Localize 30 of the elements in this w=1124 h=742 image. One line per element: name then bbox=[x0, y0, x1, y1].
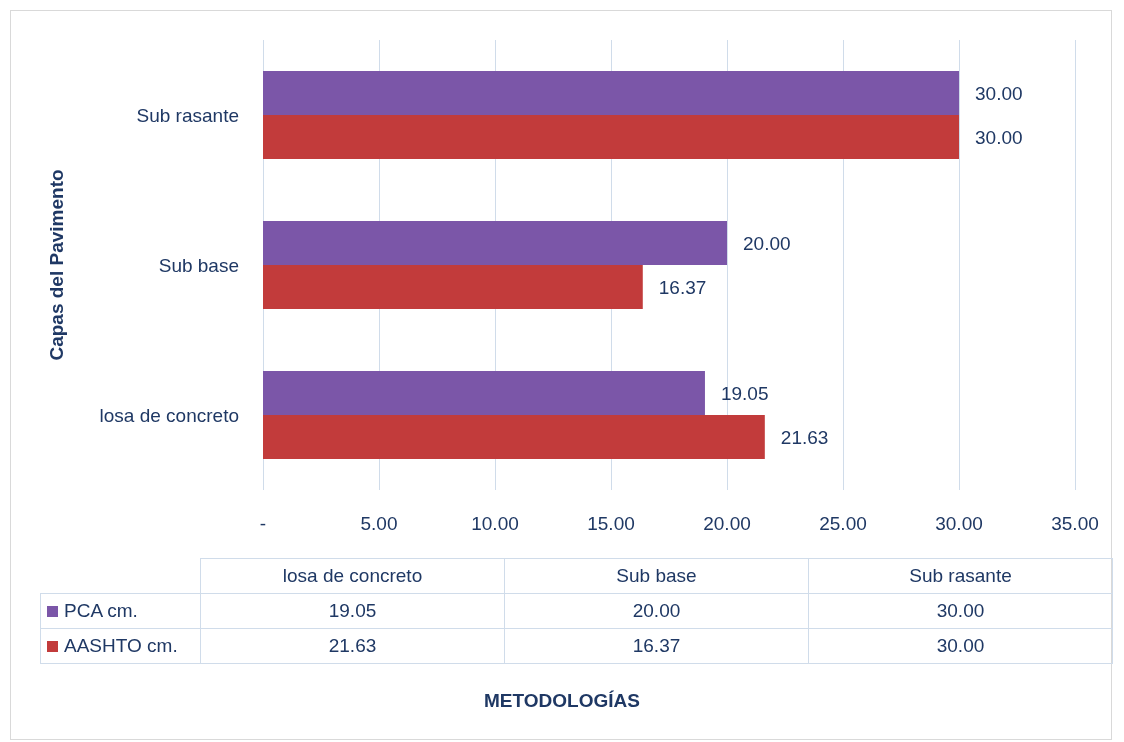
text: 30.00 bbox=[936, 635, 985, 656]
x-tick-label: 15.00 bbox=[587, 513, 635, 534]
text: 19.05 bbox=[328, 600, 377, 621]
legend-label: AASHTO cm. bbox=[40, 628, 201, 664]
legend-label: PCA cm. bbox=[40, 593, 201, 629]
x-tick-label: - bbox=[259, 513, 267, 534]
y-tick-label: Sub rasante bbox=[136, 104, 239, 126]
text: 30.00 bbox=[936, 600, 985, 621]
x-tick-label: 10.00 bbox=[471, 513, 519, 534]
data-label: 30.00 bbox=[975, 126, 1023, 148]
x-tick-label: 5.00 bbox=[360, 513, 398, 534]
x-tick-label: 35.00 bbox=[1051, 513, 1099, 534]
x-tick-label: 25.00 bbox=[819, 513, 867, 534]
category-label: Sub rasante bbox=[909, 565, 1012, 586]
data-label: 16.37 bbox=[658, 276, 707, 298]
category-label: Sub base bbox=[616, 565, 697, 586]
y-tick-label: losa de concreto bbox=[99, 404, 239, 426]
data-label: 20.00 bbox=[743, 232, 791, 254]
data-label: 21.63 bbox=[780, 426, 829, 448]
x-tick-label: 30.00 bbox=[935, 513, 983, 534]
y-axis-title: Capas del Pavimento bbox=[46, 169, 68, 361]
text: 21.63 bbox=[328, 635, 377, 656]
category-label: losa de concreto bbox=[282, 565, 423, 586]
data-label: 30.00 bbox=[975, 82, 1023, 104]
text: 20.00 bbox=[632, 600, 681, 621]
text: METODOLOGÍAS bbox=[483, 690, 641, 712]
y-tick-label: Sub base bbox=[158, 254, 239, 276]
text: 16.37 bbox=[632, 635, 681, 656]
data-label: 19.05 bbox=[720, 382, 769, 404]
x-tick-label: 20.00 bbox=[703, 513, 751, 534]
